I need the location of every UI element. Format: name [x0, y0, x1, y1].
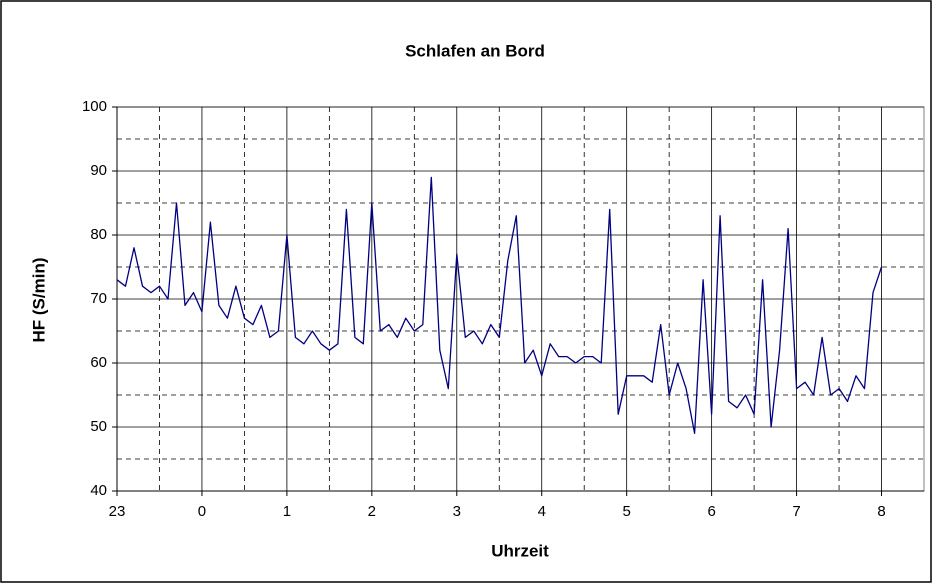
x-tick-label: 4 [538, 503, 546, 520]
x-axis-label: Uhrzeit [491, 541, 549, 560]
y-tick-label: 50 [90, 418, 107, 435]
y-tick-label: 100 [82, 98, 107, 115]
y-tick-label: 70 [90, 290, 107, 307]
x-tick-label: 1 [283, 503, 291, 520]
y-tick-label: 60 [90, 354, 107, 371]
y-tick-label: 80 [90, 226, 107, 243]
x-tick-label: 5 [623, 503, 631, 520]
x-tick-label: 3 [453, 503, 461, 520]
x-tick-label: 6 [707, 503, 715, 520]
x-tick-label: 8 [877, 503, 885, 520]
x-tick-label: 0 [198, 503, 206, 520]
x-tick-label: 7 [792, 503, 800, 520]
x-tick-label: 2 [368, 503, 376, 520]
data-line [116, 176, 883, 435]
y-tick-label: 40 [90, 482, 107, 499]
y-axis-label: HF (S/min) [29, 258, 48, 343]
y-tick-label: 90 [90, 162, 107, 179]
chart-title: Schlafen an Bord [405, 41, 545, 60]
x-tick-label: 23 [109, 503, 126, 520]
